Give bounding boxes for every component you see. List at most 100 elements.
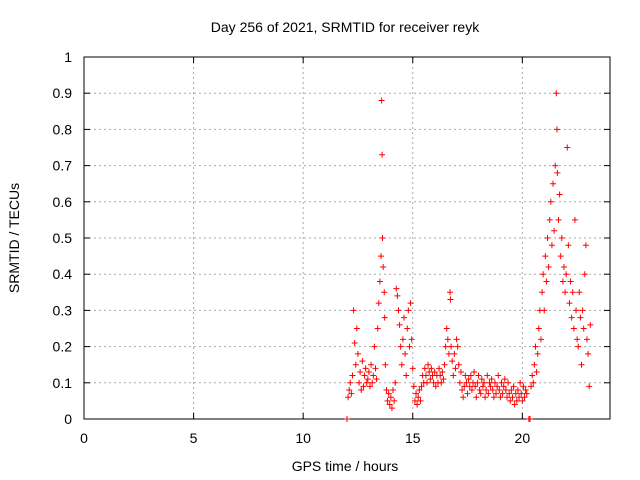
data-point <box>467 372 474 379</box>
data-point <box>503 394 510 401</box>
y-tick-label: 0.6 <box>53 194 73 210</box>
data-point <box>437 372 444 379</box>
data-point <box>403 372 410 379</box>
data-point <box>440 376 447 383</box>
data-point <box>392 379 399 386</box>
data-point <box>441 361 448 368</box>
y-tick-label: 0.5 <box>53 230 73 246</box>
data-point <box>557 253 564 260</box>
data-point <box>377 253 384 260</box>
data-point <box>394 292 401 299</box>
data-point <box>417 397 424 404</box>
data-point <box>460 394 467 401</box>
data-point <box>488 376 495 383</box>
data-point <box>509 394 516 401</box>
data-point <box>553 90 560 97</box>
data-point <box>485 390 492 397</box>
data-point <box>576 289 583 296</box>
data-point <box>486 379 493 386</box>
data-point <box>428 365 435 372</box>
data-point <box>569 289 576 296</box>
data-point <box>370 372 377 379</box>
y-axis: 0 0.1 0.2 0.3 0.4 0.5 0.6 0.7 0.8 0.9 1 <box>53 49 610 427</box>
data-point <box>361 372 368 379</box>
data-point <box>567 278 574 285</box>
y-tick-label: 0.1 <box>53 375 73 391</box>
data-point <box>550 180 557 187</box>
data-point <box>527 416 534 422</box>
data-point <box>456 379 463 386</box>
data-point <box>545 263 552 270</box>
data-point <box>531 361 538 368</box>
data-point <box>468 387 475 394</box>
data-point <box>551 227 558 234</box>
y-tick-label: 0 <box>64 411 72 427</box>
data-point <box>507 397 514 404</box>
data-point <box>517 379 524 386</box>
data-point <box>493 390 500 397</box>
data-point <box>457 368 464 375</box>
data-point <box>541 307 548 314</box>
data-point <box>582 242 589 249</box>
data-point <box>351 339 358 346</box>
data-point <box>512 390 519 397</box>
data-point <box>540 271 547 278</box>
data-point <box>450 372 457 379</box>
data-point <box>579 307 586 314</box>
data-point <box>353 325 360 332</box>
data-point <box>367 383 374 390</box>
data-point <box>405 307 412 314</box>
data-point <box>575 343 582 350</box>
data-point <box>383 387 390 394</box>
chart-title: Day 256 of 2021, SRMTID for receiver rey… <box>211 19 480 35</box>
data-point <box>369 379 376 386</box>
data-point <box>365 368 372 375</box>
data-point <box>380 263 387 270</box>
data-point <box>453 336 460 343</box>
data-point <box>357 368 364 375</box>
data-point <box>387 394 394 401</box>
data-point <box>358 387 365 394</box>
data-point <box>462 372 469 379</box>
data-point <box>473 394 480 401</box>
data-point <box>408 336 415 343</box>
data-point <box>348 390 355 397</box>
data-point <box>360 383 367 390</box>
data-point <box>565 242 572 249</box>
data-point <box>479 383 486 390</box>
data-point <box>539 289 546 296</box>
data-point <box>374 325 381 332</box>
data-point <box>465 376 472 383</box>
x-tick-label: 15 <box>405 430 421 446</box>
data-point <box>501 376 508 383</box>
data-point <box>362 365 369 372</box>
data-point <box>400 314 407 321</box>
x-tick-label: 5 <box>190 430 198 446</box>
data-point <box>452 365 459 372</box>
data-point <box>363 379 370 386</box>
data-point <box>373 376 380 383</box>
data-point <box>583 336 590 343</box>
data-point <box>379 151 386 158</box>
data-point <box>413 390 420 397</box>
data-point <box>506 390 513 397</box>
data-point <box>436 365 443 372</box>
data-point <box>350 307 357 314</box>
data-point <box>477 390 484 397</box>
data-point <box>384 397 391 404</box>
data-point <box>381 314 388 321</box>
data-point <box>454 343 461 350</box>
data-point <box>399 336 406 343</box>
data-point <box>482 394 489 401</box>
data-point <box>406 343 413 350</box>
data-point <box>421 365 428 372</box>
data-point <box>382 361 389 368</box>
data-point <box>508 387 515 394</box>
data-point <box>574 336 581 343</box>
data-point <box>386 401 393 408</box>
y-tick-label: 1 <box>64 49 72 65</box>
data-point <box>586 383 593 390</box>
data-point <box>354 350 361 357</box>
data-point <box>344 416 350 422</box>
